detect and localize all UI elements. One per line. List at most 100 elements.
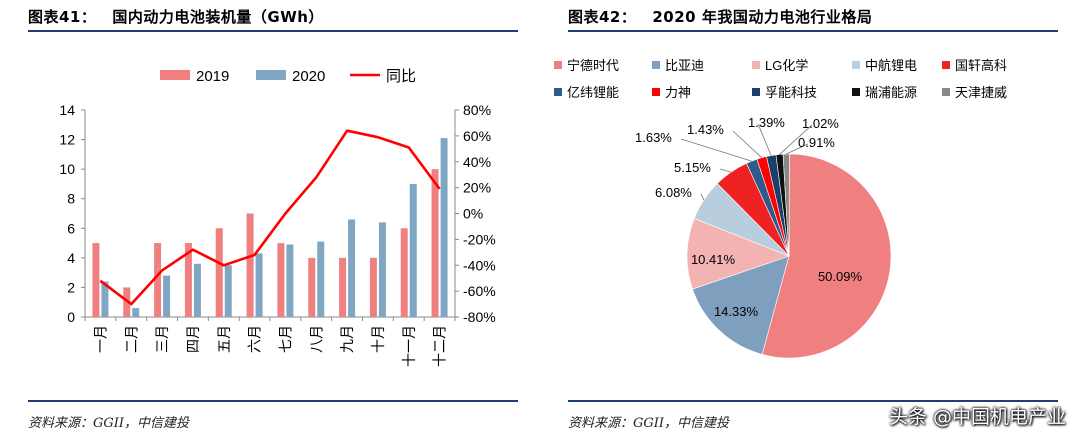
bar-2019 — [154, 243, 162, 317]
legend-label: 亿纬锂能 — [567, 85, 619, 100]
legend-label: 瑞浦能源 — [865, 85, 917, 100]
legend-swatch — [752, 88, 760, 96]
figure-41-title: 国内动力电池装机量（GWh） — [112, 8, 324, 26]
bar-2020 — [224, 265, 232, 317]
bar-2020 — [348, 219, 356, 317]
legend-swatch — [852, 61, 860, 69]
legend-swatch-2019 — [160, 70, 190, 80]
figure-41-source: 资料来源：GGII，中信建投 — [28, 416, 190, 431]
y-left-tick-label: 12 — [59, 132, 75, 148]
legend-swatch — [942, 88, 950, 96]
x-category-label: 十二月 — [432, 325, 448, 367]
x-category-label: 五月 — [216, 325, 232, 353]
x-category-label: 八月 — [308, 325, 324, 353]
bar-2019 — [308, 257, 316, 317]
pie-leader-line — [719, 168, 732, 173]
pie-value-label: 1.02% — [802, 116, 839, 131]
bar-2020 — [317, 241, 325, 317]
pie-slice — [692, 255, 790, 355]
figure-41-number: 图表41： — [28, 8, 97, 26]
bar-2019 — [400, 228, 408, 317]
legend-label: LG化学 — [765, 58, 808, 73]
y-left-tick-label: 0 — [67, 309, 75, 325]
pie-value-label: 10.41% — [691, 252, 736, 267]
figure-41-bottom-rule — [28, 400, 518, 402]
y-right-tick-label: 40% — [463, 154, 491, 170]
legend-label: 天津捷威 — [955, 85, 1007, 100]
x-category-label: 四月 — [185, 325, 201, 353]
bar-2019 — [277, 243, 285, 317]
y-right-tick-label: 80% — [463, 102, 491, 118]
bar-2020 — [255, 253, 263, 317]
legend-label: 孚能科技 — [765, 85, 817, 100]
bar-2020 — [132, 308, 140, 317]
legend-swatch — [554, 61, 562, 69]
pie-leader-line — [786, 143, 809, 155]
y-right-tick-label: -60% — [463, 283, 496, 299]
bar-2019 — [246, 213, 254, 317]
legend-label: 国轩高科 — [955, 58, 1007, 73]
yoy-line — [99, 129, 441, 306]
pie-leader-line — [732, 130, 762, 158]
legend-swatch — [752, 61, 760, 69]
bar-2019 — [184, 243, 192, 317]
legend-label: 中航锂电 — [865, 58, 917, 73]
pie-value-label: 6.08% — [655, 185, 692, 200]
bar-2020 — [409, 183, 417, 317]
figure-42-number: 图表42： — [568, 8, 637, 26]
y-right-tick-label: 0% — [463, 206, 483, 222]
bar-2019 — [92, 243, 100, 317]
legend-label-2020: 2020 — [292, 68, 325, 85]
y-right-tick-label: 20% — [463, 180, 491, 196]
pie-value-label: 1.43% — [687, 122, 724, 137]
legend-swatch — [554, 88, 562, 96]
y-left-tick-label: 4 — [67, 250, 75, 266]
bar-line-chart: 0 2 4 6 8 10 12 14 -80% -60% -40% -20% 0% 20% 40% 60% 80… — [59, 68, 496, 367]
y-left-tick-label: 8 — [67, 191, 75, 207]
legend-swatch — [652, 61, 660, 69]
bar-2019 — [431, 169, 439, 317]
legend-label-2019: 2019 — [196, 68, 229, 85]
x-category-label: 七月 — [277, 325, 293, 353]
bar-2020 — [286, 244, 294, 317]
y-right-tick-label: -40% — [463, 257, 496, 273]
x-category-label: 十一月 — [401, 325, 417, 367]
y-left-tick-label: 2 — [67, 279, 75, 295]
pie-slice — [761, 153, 892, 359]
y-left-tick-label: 10 — [59, 161, 75, 177]
pie-value-label: 5.15% — [674, 160, 711, 175]
figure-42-source: 资料来源：GGII，中信建投 — [568, 416, 730, 431]
figure-41-top-rule — [28, 30, 518, 32]
legend-label: 力神 — [665, 85, 691, 100]
x-category-label: 二月 — [123, 325, 139, 353]
pie-slice — [782, 153, 790, 257]
pie-value-label: 14.33% — [714, 304, 759, 319]
pie-leader-line — [779, 124, 813, 155]
pie-leader-line — [700, 193, 705, 200]
bar-2020 — [163, 275, 171, 317]
bar-2020 — [101, 281, 109, 317]
y-left-tick-label: 6 — [67, 220, 75, 236]
y-right-tick-label: 60% — [463, 128, 491, 144]
figure-42-panel: 图表42： 2020 年我国动力电池行业格局 宁德时代 比亚迪 LG化学 中航锂电 国轩高… — [540, 0, 1080, 443]
figure-42-top-rule — [568, 30, 1058, 32]
pie-leader-line — [757, 123, 772, 156]
bar-2020 — [378, 222, 386, 317]
legend-swatch — [652, 88, 660, 96]
x-category-label: 三月 — [154, 325, 170, 353]
figure-41-heading: 图表41： 国内动力电池装机量（GWh） — [28, 6, 324, 27]
pie-slice — [686, 218, 790, 290]
legend-swatch — [942, 61, 950, 69]
watermark: 头条 @中国机电产业 — [888, 406, 1066, 428]
pie-leader-line — [680, 138, 752, 162]
legend-label: 宁德时代 — [567, 58, 619, 73]
pie-value-label: 1.39% — [748, 115, 785, 130]
pie-value-label: 1.63% — [635, 130, 672, 145]
legend-label: 比亚迪 — [665, 58, 704, 73]
y-left-tick-label: 14 — [59, 102, 75, 118]
legend-swatch — [852, 88, 860, 96]
legend-swatch-2020 — [256, 70, 286, 80]
bar-2019 — [369, 257, 377, 317]
x-category-label: 六月 — [247, 325, 263, 353]
